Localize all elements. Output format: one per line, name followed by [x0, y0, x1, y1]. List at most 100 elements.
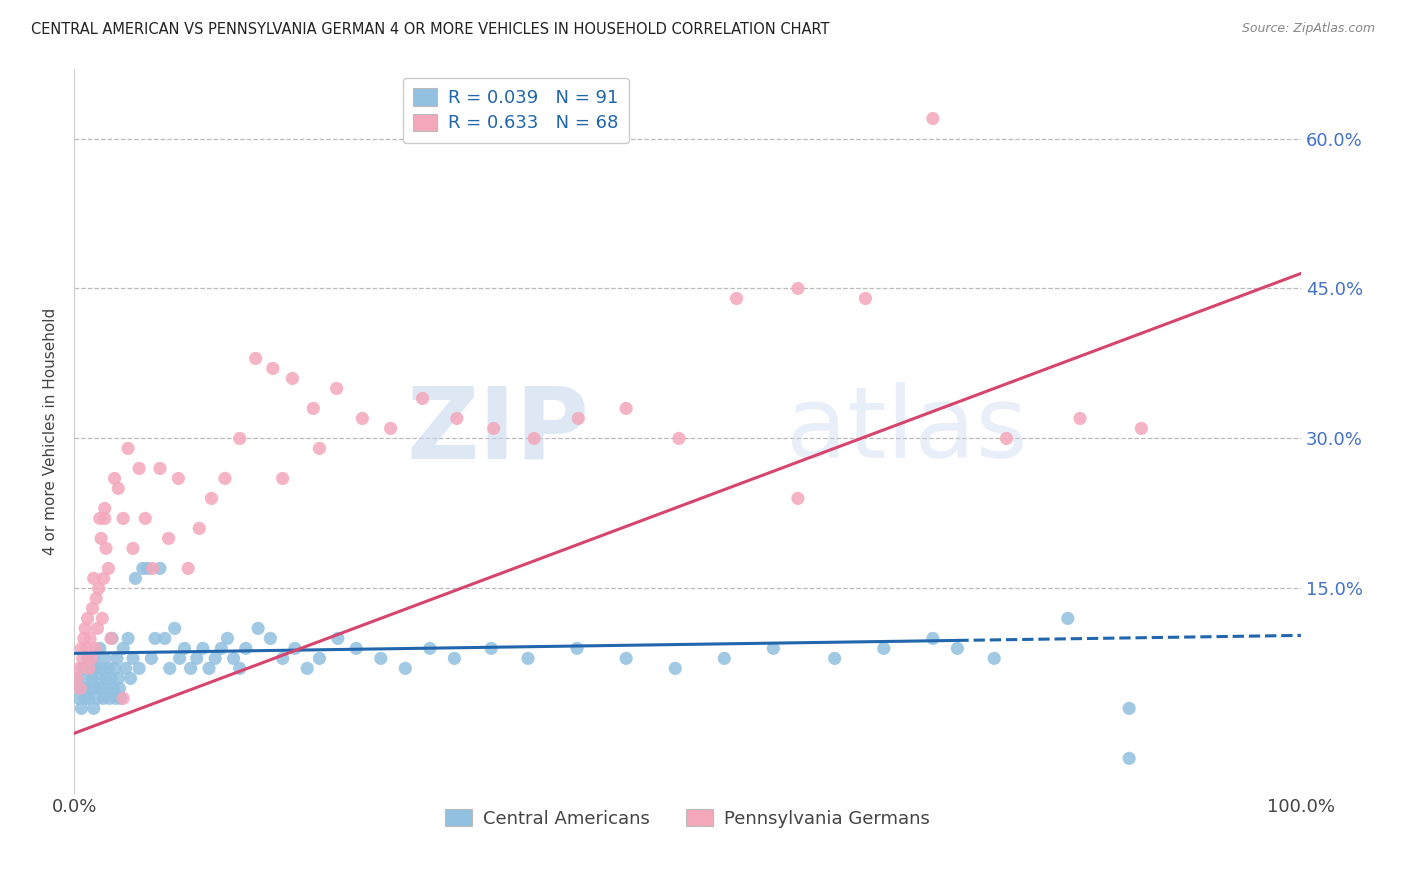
Point	[86, 621, 108, 635]
Point	[873, 641, 896, 656]
Point	[72, 651, 94, 665]
Point	[87, 672, 110, 686]
Point	[295, 661, 318, 675]
Point	[281, 371, 304, 385]
Point	[302, 401, 325, 416]
Point	[523, 432, 546, 446]
Point	[142, 561, 165, 575]
Point	[394, 661, 416, 675]
Point	[1056, 611, 1078, 625]
Point	[1118, 751, 1140, 765]
Point	[153, 632, 176, 646]
Point	[105, 651, 128, 665]
Point	[67, 661, 90, 675]
Point	[228, 432, 250, 446]
Point	[200, 491, 222, 506]
Point	[136, 561, 159, 575]
Point	[77, 691, 100, 706]
Point	[114, 661, 136, 675]
Point	[101, 632, 124, 646]
Point	[107, 482, 129, 496]
Point	[112, 511, 135, 525]
Point	[217, 632, 239, 646]
Point	[79, 681, 101, 696]
Point	[995, 432, 1018, 446]
Point	[983, 651, 1005, 665]
Point	[614, 651, 637, 665]
Point	[103, 661, 125, 675]
Point	[228, 661, 250, 675]
Point	[173, 641, 195, 656]
Point	[91, 661, 114, 675]
Text: CENTRAL AMERICAN VS PENNSYLVANIA GERMAN 4 OR MORE VEHICLES IN HOUSEHOLD CORRELAT: CENTRAL AMERICAN VS PENNSYLVANIA GERMAN …	[31, 22, 830, 37]
Point	[149, 561, 172, 575]
Point	[103, 471, 125, 485]
Point	[567, 411, 589, 425]
Point	[169, 651, 191, 665]
Point	[84, 641, 107, 656]
Point	[91, 611, 114, 625]
Point	[177, 561, 200, 575]
Point	[1130, 421, 1153, 435]
Point	[87, 582, 110, 596]
Text: atlas: atlas	[786, 383, 1028, 479]
Point	[245, 351, 267, 366]
Point	[380, 421, 402, 435]
Point	[110, 691, 132, 706]
Point	[84, 661, 107, 675]
Point	[122, 541, 145, 556]
Point	[262, 361, 284, 376]
Point	[120, 672, 142, 686]
Point	[214, 471, 236, 485]
Point	[96, 681, 118, 696]
Point	[419, 641, 441, 656]
Point	[614, 401, 637, 416]
Point	[128, 661, 150, 675]
Point	[75, 691, 97, 706]
Point	[482, 421, 505, 435]
Point	[668, 432, 690, 446]
Point	[1118, 701, 1140, 715]
Point	[284, 641, 307, 656]
Point	[80, 651, 103, 665]
Point	[824, 651, 846, 665]
Legend: Central Americans, Pennsylvania Germans: Central Americans, Pennsylvania Germans	[437, 802, 936, 835]
Point	[141, 651, 163, 665]
Point	[167, 471, 190, 485]
Point	[713, 651, 735, 665]
Point	[412, 392, 434, 406]
Point	[77, 661, 100, 675]
Point	[725, 292, 748, 306]
Point	[124, 571, 146, 585]
Point	[370, 651, 392, 665]
Point	[97, 661, 120, 675]
Point	[128, 461, 150, 475]
Point	[308, 651, 330, 665]
Point	[86, 691, 108, 706]
Point	[209, 641, 232, 656]
Point	[94, 501, 117, 516]
Point	[76, 651, 98, 665]
Point	[122, 651, 145, 665]
Point	[65, 672, 87, 686]
Point	[186, 651, 208, 665]
Point	[80, 661, 103, 675]
Point	[159, 661, 181, 675]
Point	[79, 632, 101, 646]
Point	[157, 532, 180, 546]
Point	[70, 641, 93, 656]
Point	[97, 561, 120, 575]
Point	[204, 651, 226, 665]
Point	[94, 651, 117, 665]
Point	[352, 411, 374, 425]
Point	[946, 641, 969, 656]
Point	[70, 701, 93, 715]
Point	[180, 661, 202, 675]
Point	[83, 651, 105, 665]
Point	[344, 641, 367, 656]
Point	[271, 471, 294, 485]
Point	[787, 281, 810, 295]
Point	[93, 571, 115, 585]
Point	[149, 461, 172, 475]
Point	[921, 112, 943, 126]
